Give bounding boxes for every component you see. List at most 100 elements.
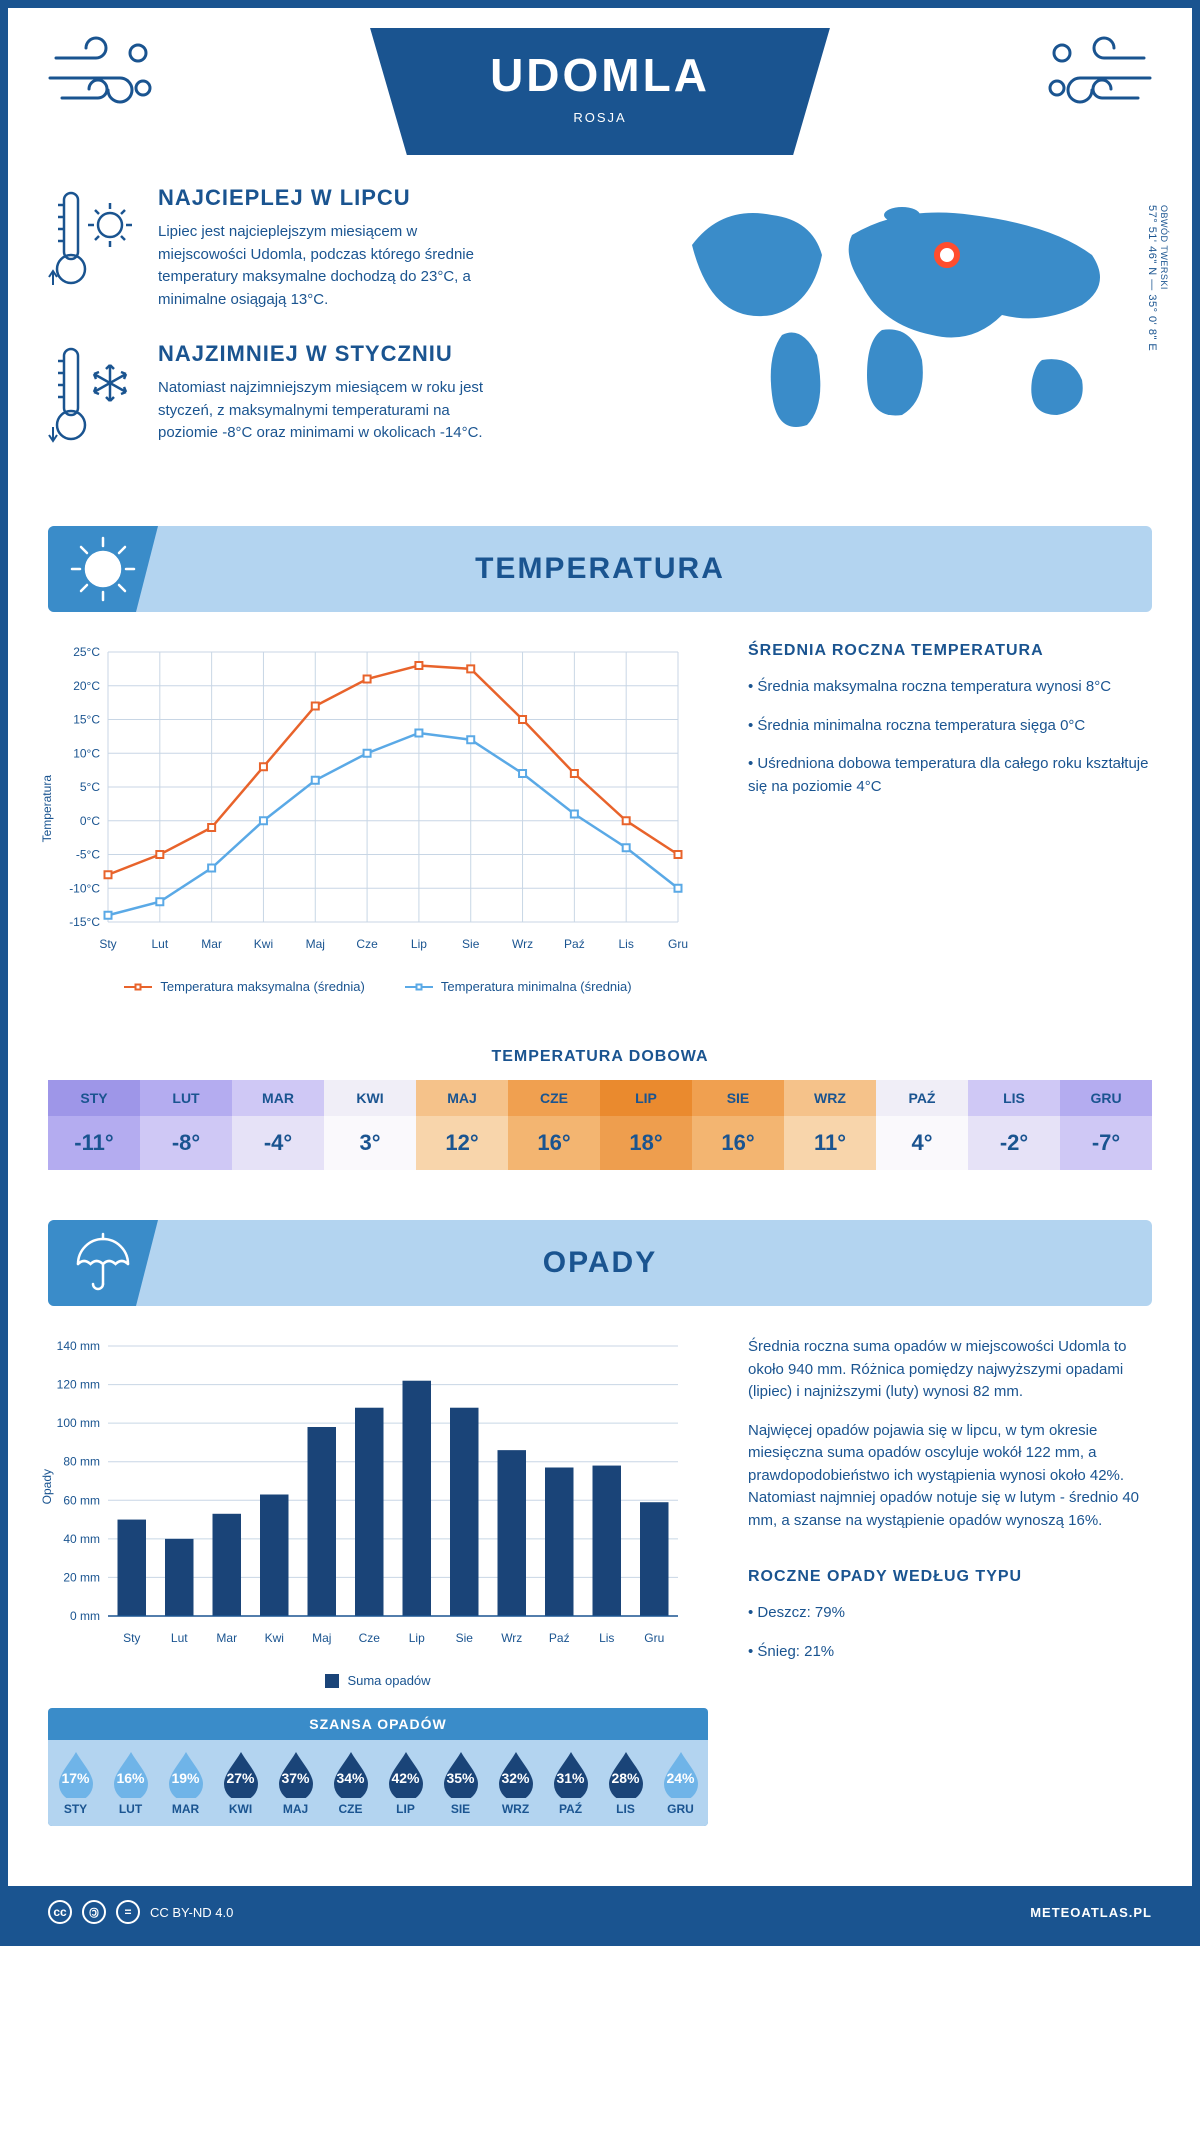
svg-text:Gru: Gru <box>644 1631 664 1645</box>
precip-chance-cell: 42% LIP <box>378 1740 433 1826</box>
coldest-text: Natomiast najzimniejszym miesiącem w rok… <box>158 377 498 445</box>
precip-chance-cell: 24% GRU <box>653 1740 708 1826</box>
svg-text:Cze: Cze <box>359 1631 381 1645</box>
svg-text:Mar: Mar <box>216 1631 237 1645</box>
svg-text:100 mm: 100 mm <box>57 1416 100 1430</box>
svg-text:5°C: 5°C <box>80 780 100 794</box>
temp-side-title: ŚREDNIA ROCZNA TEMPERATURA <box>748 642 1152 660</box>
svg-text:25°C: 25°C <box>73 645 100 659</box>
warmest-block: NAJCIEPLEJ W LIPCU Lipiec jest najcieple… <box>48 185 642 311</box>
precip-chance-cell: 16% LUT <box>103 1740 158 1826</box>
temperature-body: Temperatura -15°C-10°C-5°C0°C5°C10°C15°C… <box>8 612 1192 1024</box>
precipitation-banner-text: OPADY <box>543 1246 657 1279</box>
svg-text:Cze: Cze <box>356 937 378 951</box>
temp-ylabel: Temperatura <box>40 775 54 842</box>
daily-temp-cell: WRZ 11° <box>784 1080 876 1170</box>
svg-text:Sie: Sie <box>462 937 480 951</box>
precipitation-chart-col: Opady 0 mm20 mm40 mm60 mm80 mm100 mm120 … <box>48 1336 708 1826</box>
precipitation-side: Średnia roczna suma opadów w miejscowośc… <box>748 1336 1152 1679</box>
precip-chance-cell: 19% MAR <box>158 1740 213 1826</box>
precip-type-1: • Deszcz: 79% <box>748 1602 1152 1625</box>
svg-text:Lis: Lis <box>619 937 634 951</box>
thermometer-sun-icon <box>48 185 138 311</box>
precip-chance-cell: 34% CZE <box>323 1740 378 1826</box>
svg-text:Maj: Maj <box>306 937 325 951</box>
temperature-chart: Temperatura -15°C-10°C-5°C0°C5°C10°C15°C… <box>48 642 708 994</box>
precip-legend-label: Suma opadów <box>347 1673 430 1688</box>
sun-icon <box>48 526 158 612</box>
daily-temp-cell: STY -11° <box>48 1080 140 1170</box>
svg-text:40 mm: 40 mm <box>63 1532 100 1546</box>
temp-side-p1: • Średnia maksymalna roczna temperatura … <box>748 676 1152 699</box>
svg-text:Maj: Maj <box>312 1631 331 1645</box>
daily-temp-cell: KWI 3° <box>324 1080 416 1170</box>
intro-row: NAJCIEPLEJ W LIPCU Lipiec jest najcieple… <box>8 155 1192 526</box>
temp-line-chart: -15°C-10°C-5°C0°C5°C10°C15°C20°C25°CStyL… <box>48 642 688 962</box>
license-text: CC BY-ND 4.0 <box>150 1905 233 1920</box>
thermometer-snow-icon <box>48 341 138 456</box>
svg-text:Paź: Paź <box>549 1631 570 1645</box>
svg-text:Sty: Sty <box>99 937 116 951</box>
temperature-banner: TEMPERATURA <box>48 526 1152 612</box>
precip-chance-cell: 17% STY <box>48 1740 103 1826</box>
page-title: UDOMLA <box>490 48 710 102</box>
precip-type-title: ROCZNE OPADY WEDŁUG TYPU <box>748 1568 1152 1586</box>
svg-text:Gru: Gru <box>668 937 688 951</box>
precip-chance-cell: 27% KWI <box>213 1740 268 1826</box>
daily-temp-cell: LIS -2° <box>968 1080 1060 1170</box>
header: UDOMLA ROSJA <box>8 8 1192 155</box>
daily-temp-cell: MAR -4° <box>232 1080 324 1170</box>
svg-text:-10°C: -10°C <box>69 881 100 895</box>
daily-temp-table: STY -11°LUT -8°MAR -4°KWI 3°MAJ 12°CZE 1… <box>48 1080 1152 1170</box>
svg-text:10°C: 10°C <box>73 746 100 760</box>
svg-text:0 mm: 0 mm <box>70 1609 100 1623</box>
wind-icon-right <box>1042 28 1152 133</box>
svg-text:0°C: 0°C <box>80 814 100 828</box>
temp-side-p3: • Uśredniona dobowa temperatura dla całe… <box>748 753 1152 798</box>
daily-temp-cell: LUT -8° <box>140 1080 232 1170</box>
temperature-banner-text: TEMPERATURA <box>475 552 725 585</box>
precip-chance-cell: 32% WRZ <box>488 1740 543 1826</box>
svg-text:140 mm: 140 mm <box>57 1339 100 1353</box>
svg-text:Lut: Lut <box>171 1631 188 1645</box>
svg-text:Lip: Lip <box>411 937 427 951</box>
map-block: OBWÓD TWERSKI 57° 51' 46" N — 35° 0' 8" … <box>672 185 1152 486</box>
lon-label: 35° 0' 8" E <box>1146 294 1158 351</box>
region-label: OBWÓD TWERSKI <box>1159 205 1169 290</box>
precip-side-p1: Średnia roczna suma opadów w miejscowośc… <box>748 1336 1152 1404</box>
wind-icon-left <box>48 28 158 133</box>
svg-text:Lip: Lip <box>409 1631 425 1645</box>
svg-text:Kwi: Kwi <box>254 937 273 951</box>
precip-chance-cell: 28% LIS <box>598 1740 653 1826</box>
precip-chance-cell: 35% SIE <box>433 1740 488 1826</box>
svg-text:Wrz: Wrz <box>501 1631 522 1645</box>
cc-icon: cc <box>48 1900 72 1924</box>
precip-chance-table: SZANSA OPADÓW 17% STY 16% LUT 19% MAR 27… <box>48 1708 708 1826</box>
precip-side-p2: Najwięcej opadów pojawia się w lipcu, w … <box>748 1420 1152 1533</box>
svg-text:15°C: 15°C <box>73 713 100 727</box>
svg-text:Mar: Mar <box>201 937 222 951</box>
world-map-icon <box>672 185 1152 450</box>
coldest-block: NAJZIMNIEJ W STYCZNIU Natomiast najzimni… <box>48 341 642 456</box>
by-icon: 🄯 <box>82 1900 106 1924</box>
temp-legend: Temperatura maksymalna (średnia)Temperat… <box>48 979 708 994</box>
svg-text:20°C: 20°C <box>73 679 100 693</box>
svg-text:120 mm: 120 mm <box>57 1378 100 1392</box>
umbrella-icon <box>48 1220 158 1306</box>
svg-text:Sty: Sty <box>123 1631 140 1645</box>
nd-icon: = <box>116 1900 140 1924</box>
svg-text:Lis: Lis <box>599 1631 614 1645</box>
svg-text:20 mm: 20 mm <box>63 1570 100 1584</box>
coordinates: OBWÓD TWERSKI 57° 51' 46" N — 35° 0' 8" … <box>1146 205 1170 351</box>
footer: cc 🄯 = CC BY-ND 4.0 METEOATLAS.PL <box>8 1886 1192 1938</box>
precip-chance-cell: 31% PAŹ <box>543 1740 598 1826</box>
precip-chance-cell: 37% MAJ <box>268 1740 323 1826</box>
daily-temp-cell: LIP 18° <box>600 1080 692 1170</box>
svg-text:-15°C: -15°C <box>69 915 100 929</box>
warmest-text: Lipiec jest najcieplejszym miesiącem w m… <box>158 221 498 311</box>
svg-text:Wrz: Wrz <box>512 937 533 951</box>
precip-legend: Suma opadów <box>48 1673 708 1688</box>
temp-side-p2: • Średnia minimalna roczna temperatura s… <box>748 715 1152 738</box>
precipitation-banner: OPADY <box>48 1220 1152 1306</box>
svg-text:80 mm: 80 mm <box>63 1455 100 1469</box>
